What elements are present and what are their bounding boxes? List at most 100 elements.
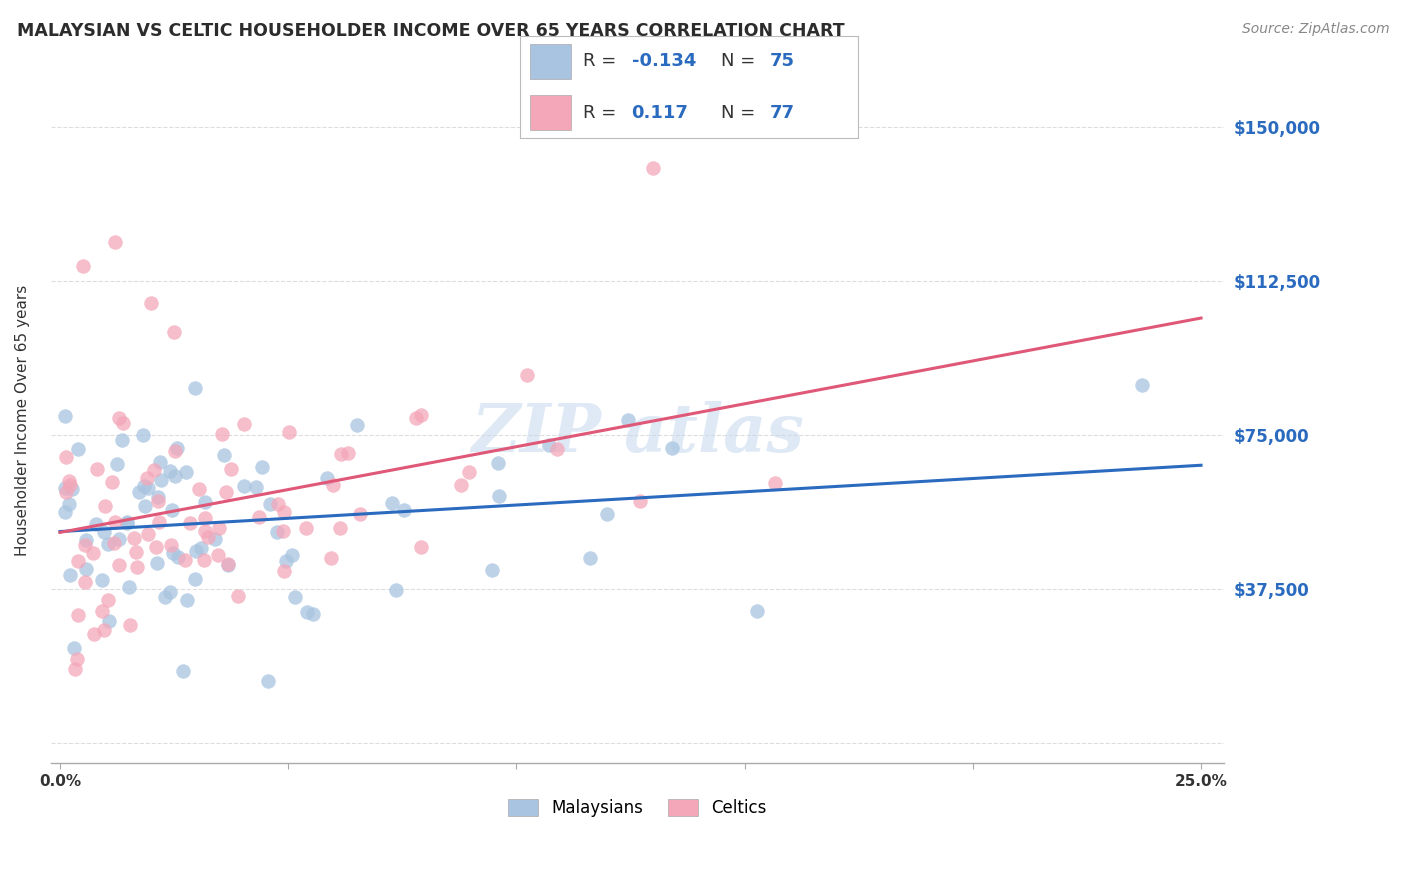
Point bbox=[166, 441, 188, 455]
Text: Source: ZipAtlas.com: Source: ZipAtlas.com bbox=[1241, 22, 1389, 37]
Point bbox=[217, 558, 239, 572]
Point bbox=[217, 557, 239, 571]
Point bbox=[176, 593, 198, 607]
Point bbox=[233, 417, 256, 431]
Point bbox=[194, 524, 217, 538]
Point bbox=[321, 550, 343, 565]
Point bbox=[232, 478, 254, 492]
Point bbox=[194, 511, 217, 525]
Point bbox=[72, 260, 94, 274]
Point bbox=[146, 490, 169, 504]
Point bbox=[409, 540, 432, 554]
Point bbox=[103, 515, 125, 529]
Bar bbox=[530, 44, 571, 78]
Text: MALAYSIAN VS CELTIC HOUSEHOLDER INCOME OVER 65 YEARS CORRELATION CHART: MALAYSIAN VS CELTIC HOUSEHOLDER INCOME O… bbox=[17, 22, 845, 40]
Point bbox=[578, 550, 600, 565]
Point bbox=[163, 443, 186, 458]
Text: R =: R = bbox=[582, 103, 627, 121]
Point bbox=[58, 475, 80, 489]
Point bbox=[128, 485, 150, 500]
Point bbox=[174, 553, 197, 567]
Point bbox=[207, 521, 229, 535]
Point bbox=[277, 425, 299, 439]
Point bbox=[112, 416, 135, 430]
Point bbox=[329, 521, 352, 535]
Point bbox=[179, 516, 201, 530]
Point bbox=[134, 500, 156, 514]
Point bbox=[394, 502, 416, 516]
Point bbox=[149, 455, 172, 469]
Point bbox=[346, 418, 368, 433]
Point bbox=[596, 507, 619, 521]
Point bbox=[215, 485, 238, 500]
Point bbox=[617, 413, 640, 427]
Point bbox=[273, 505, 295, 519]
Point bbox=[105, 457, 128, 471]
Text: R =: R = bbox=[582, 53, 621, 70]
Point bbox=[1130, 378, 1153, 392]
Point bbox=[661, 441, 683, 455]
Point bbox=[488, 489, 510, 503]
Point bbox=[53, 506, 76, 520]
Point bbox=[159, 464, 181, 478]
Point bbox=[167, 549, 190, 564]
Point bbox=[274, 554, 297, 568]
Point bbox=[226, 590, 249, 604]
Point bbox=[160, 503, 183, 517]
Point bbox=[212, 449, 235, 463]
Point bbox=[385, 583, 408, 598]
Point bbox=[295, 521, 318, 535]
Point bbox=[163, 325, 186, 339]
Point bbox=[207, 548, 229, 562]
Point bbox=[176, 466, 198, 480]
Point bbox=[302, 607, 325, 621]
Point bbox=[143, 462, 166, 476]
Point bbox=[259, 497, 281, 511]
Bar bbox=[530, 95, 571, 130]
Point bbox=[53, 481, 76, 495]
Point bbox=[118, 580, 141, 594]
Point bbox=[53, 409, 76, 423]
Point bbox=[97, 593, 120, 607]
Point bbox=[162, 546, 184, 560]
Point bbox=[409, 409, 432, 423]
Point bbox=[108, 411, 131, 425]
Point bbox=[281, 548, 304, 562]
Point bbox=[145, 541, 167, 555]
Point bbox=[62, 640, 84, 655]
Point bbox=[134, 478, 156, 492]
Point bbox=[66, 442, 89, 456]
Y-axis label: Householder Income Over 65 years: Householder Income Over 65 years bbox=[15, 285, 30, 556]
Point bbox=[256, 673, 278, 688]
Text: 0.117: 0.117 bbox=[631, 103, 689, 121]
Point bbox=[75, 575, 97, 590]
Point bbox=[136, 526, 159, 541]
Point bbox=[104, 235, 127, 249]
Point bbox=[150, 473, 173, 487]
Point bbox=[125, 545, 148, 559]
Point bbox=[94, 499, 117, 513]
Point bbox=[66, 554, 89, 568]
Point bbox=[146, 494, 169, 508]
Point bbox=[75, 562, 97, 576]
Point bbox=[59, 568, 82, 582]
Point bbox=[165, 468, 187, 483]
Point bbox=[172, 664, 194, 678]
Point bbox=[457, 465, 479, 479]
Point bbox=[103, 536, 125, 550]
Point bbox=[349, 508, 371, 522]
Point bbox=[628, 494, 651, 508]
Point bbox=[250, 459, 273, 474]
Point bbox=[271, 524, 294, 539]
Point bbox=[247, 509, 270, 524]
Point bbox=[75, 538, 97, 552]
Point bbox=[97, 537, 120, 551]
Point bbox=[516, 368, 538, 383]
Point bbox=[643, 161, 665, 175]
Point bbox=[93, 624, 115, 638]
Point bbox=[745, 604, 768, 618]
Point bbox=[273, 564, 295, 578]
Point bbox=[62, 482, 84, 496]
Point bbox=[107, 558, 129, 572]
Point bbox=[58, 498, 80, 512]
